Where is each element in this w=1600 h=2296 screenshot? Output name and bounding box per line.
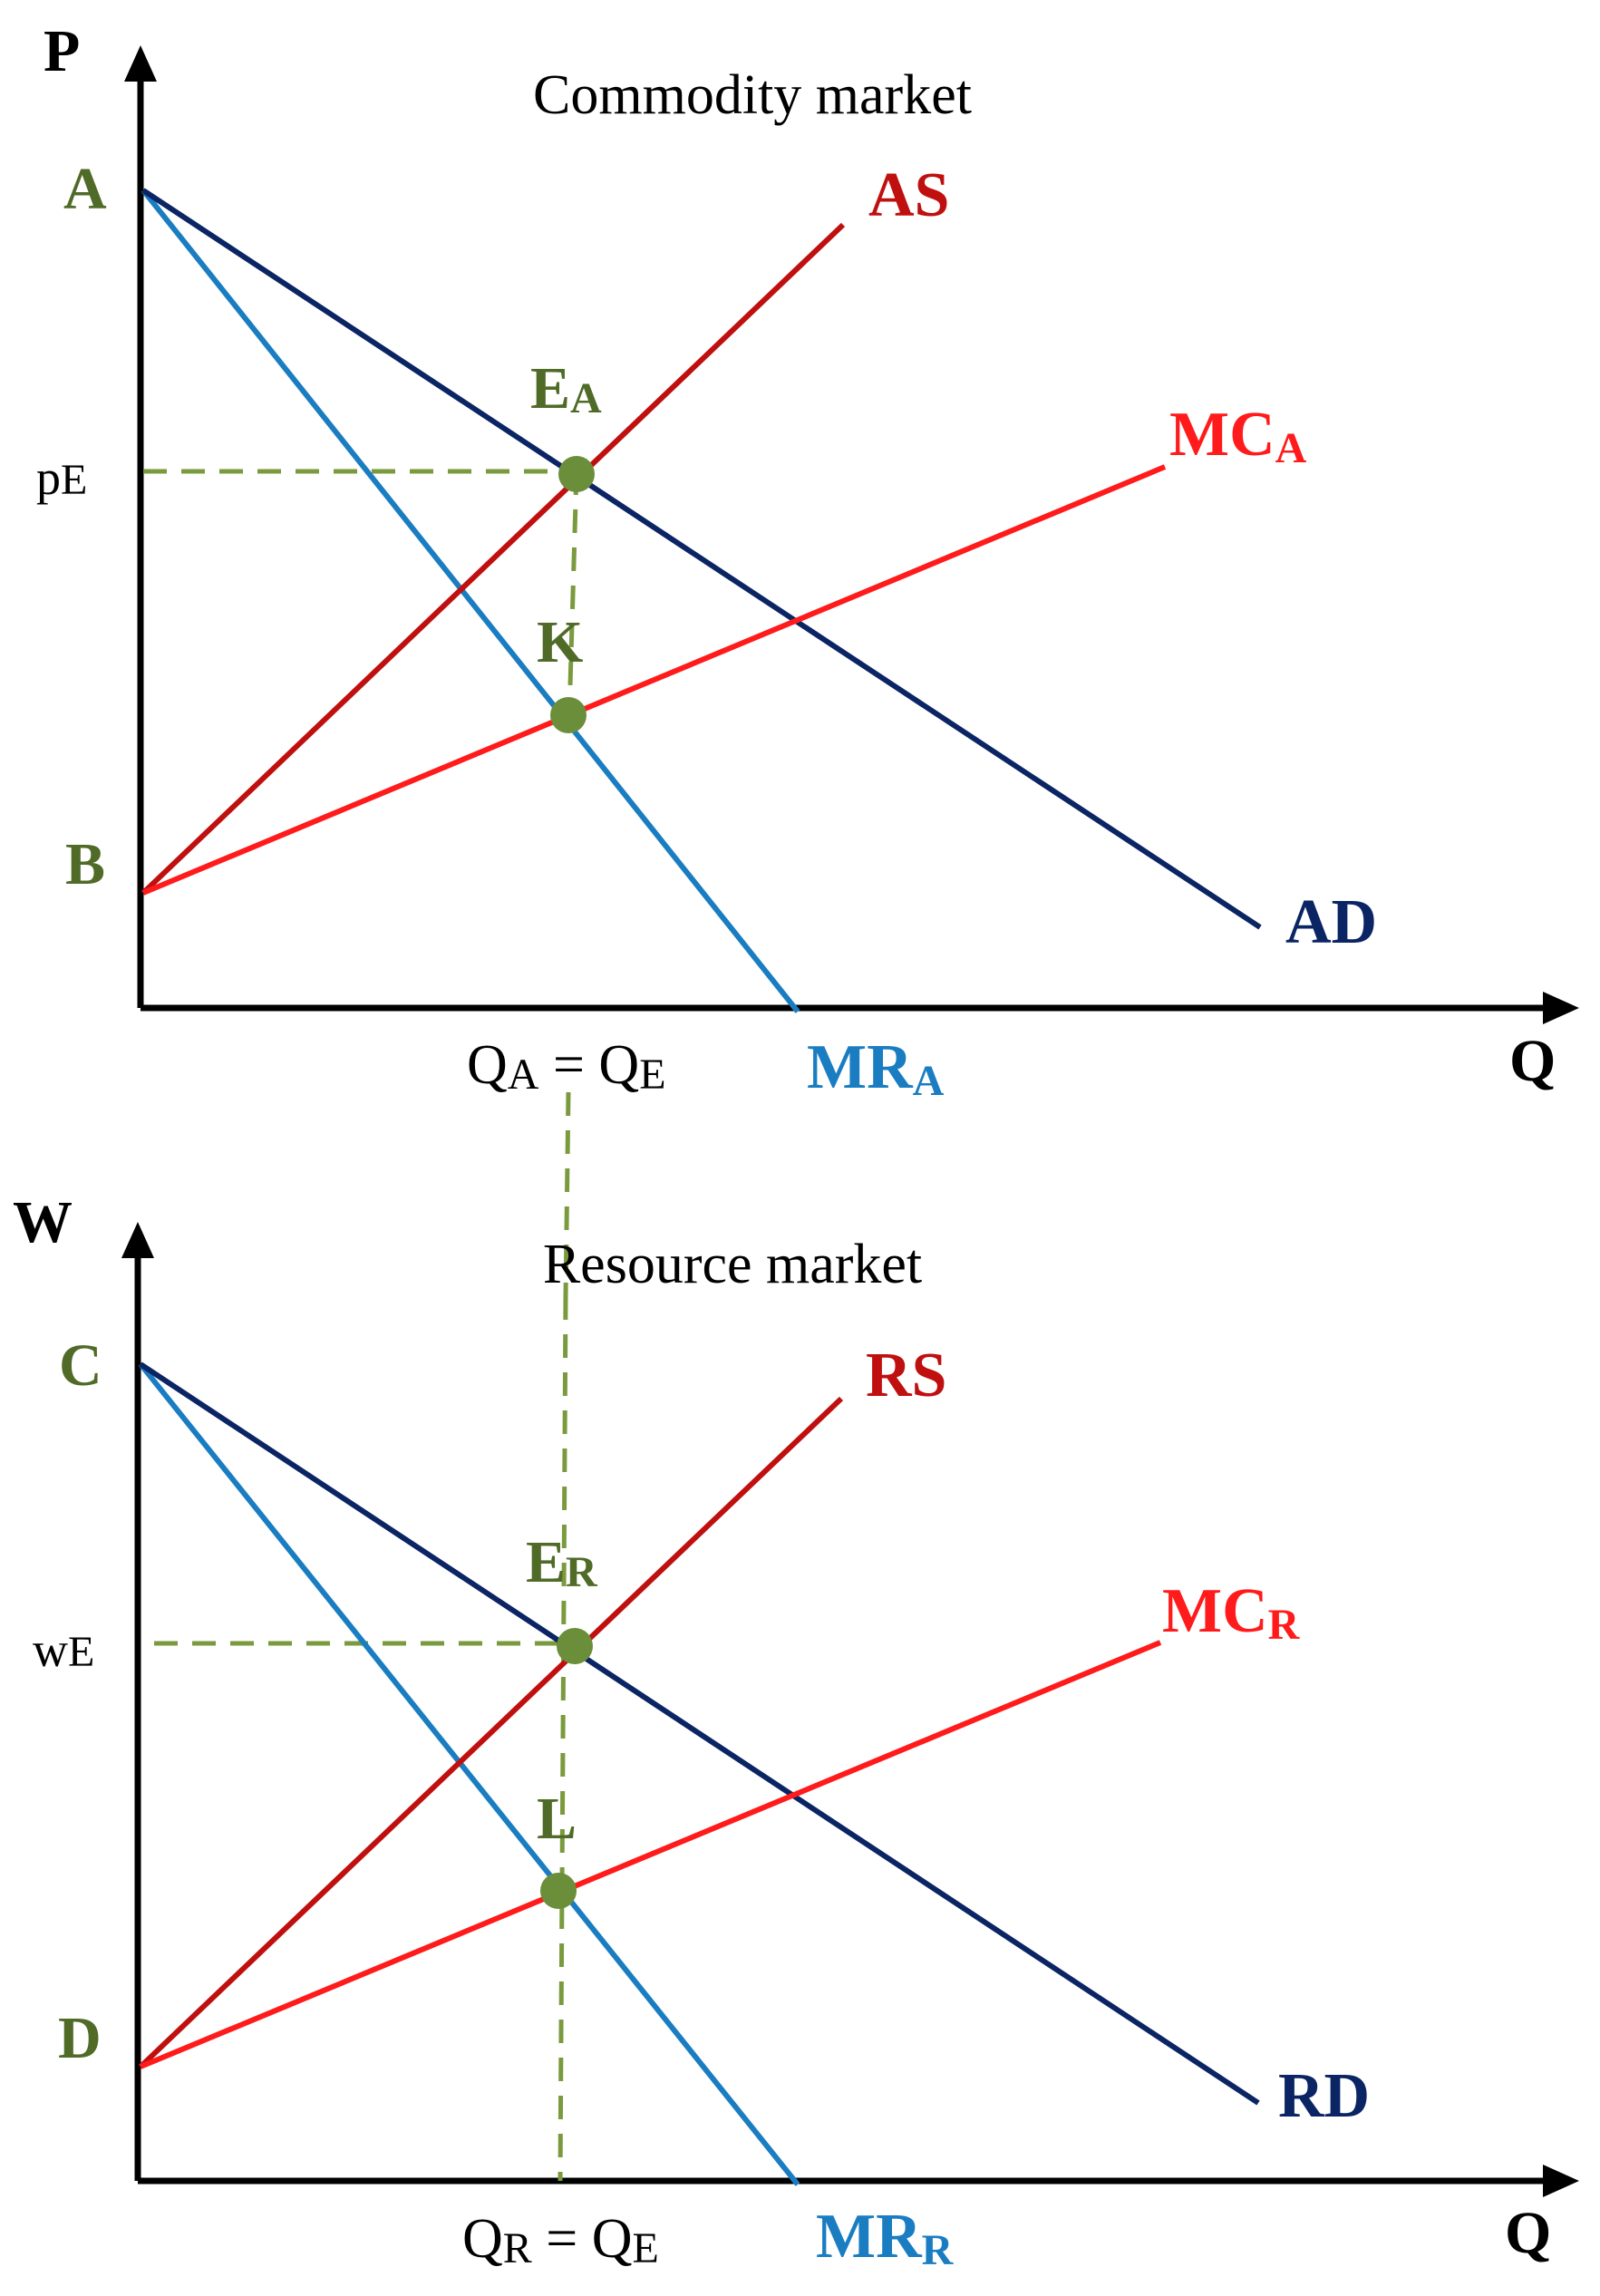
- resource-lower-point-label: L: [537, 1786, 577, 1852]
- commodity-intercept-top-label: A: [63, 156, 107, 222]
- resource-demand-label: RD: [1278, 2061, 1370, 2131]
- commodity-marginal-revenue-label: MRA: [807, 1032, 945, 1105]
- commodity-marginal-cost-curve: [141, 464, 1167, 896]
- commodity-supply-label: AS: [868, 160, 949, 230]
- cross-market-quantity-guide: [563, 1091, 571, 1297]
- resource-market-panel: Resource market W Q C D wE ER L RS RD MC…: [13, 1189, 1579, 2274]
- commodity-equilibrium-vertical-guide: [567, 470, 579, 717]
- resource-marginal-cost-curve: [139, 1640, 1162, 2069]
- commodity-lower-point: [550, 697, 587, 733]
- commodity-x-axis-label: Q: [1509, 1028, 1556, 1094]
- commodity-marginal-cost-label-sub: A: [1275, 424, 1307, 472]
- commodity-quantity-q1-sub: A: [508, 1051, 539, 1099]
- resource-quantity-label: QR = QE: [462, 2208, 659, 2272]
- commodity-lower-point-label: K: [537, 609, 583, 675]
- resource-supply-curve: [138, 1396, 844, 2069]
- commodity-demand-curve: [141, 188, 1262, 930]
- resource-wage-label-main: w: [33, 1623, 68, 1677]
- resource-x-axis-arrow-icon: [1543, 2165, 1579, 2197]
- resource-marginal-revenue-label: MRR: [816, 2202, 955, 2274]
- commodity-quantity-label: QA = QE: [467, 1034, 666, 1099]
- commodity-quantity-q2-sub: E: [639, 1051, 665, 1099]
- resource-quantity-q1: Q: [462, 2208, 503, 2270]
- resource-quantity-eq: =: [532, 2208, 592, 2270]
- commodity-market-panel: Commodity market P Q A B pE EA K AS AD M…: [36, 18, 1579, 1105]
- resource-y-axis-label: W: [13, 1189, 73, 1255]
- commodity-equilibrium-label: EA: [530, 355, 602, 422]
- resource-intercept-bottom-label: D: [58, 2005, 102, 2071]
- resource-marginal-revenue-label-sub: R: [922, 2226, 955, 2274]
- commodity-price-label-main: p: [36, 450, 61, 505]
- commodity-equilibrium-point: [558, 456, 595, 492]
- commodity-title: Commodity market: [533, 64, 972, 126]
- commodity-marginal-cost-label-main: MC: [1169, 400, 1275, 470]
- resource-quantity-q1-sub: R: [503, 2224, 532, 2272]
- resource-marginal-revenue-curve: [138, 1362, 800, 2186]
- resource-quantity-q2-sub: E: [633, 2224, 659, 2272]
- resource-equilibrium-label-sub: R: [566, 1548, 598, 1596]
- resource-equilibrium-vertical-guide: [558, 1295, 568, 2182]
- commodity-quantity-q1: Q: [467, 1034, 508, 1096]
- resource-equilibrium-label: ER: [526, 1529, 598, 1596]
- resource-marginal-cost-label-sub: R: [1268, 1601, 1301, 1649]
- resource-supply-label: RS: [866, 1341, 946, 1410]
- commodity-price-label-sub: E: [61, 456, 87, 504]
- resource-title: Resource market: [543, 1234, 922, 1295]
- commodity-supply-curve: [141, 222, 846, 896]
- resource-marginal-cost-label-main: MC: [1162, 1576, 1268, 1646]
- resource-demand-curve: [139, 1361, 1260, 2106]
- resource-equilibrium-label-main: E: [526, 1529, 566, 1595]
- resource-x-axis-label: Q: [1505, 2200, 1551, 2266]
- commodity-intercept-bottom-label: B: [65, 831, 105, 897]
- resource-equilibrium-point: [557, 1628, 593, 1664]
- commodity-marginal-revenue-label-main: MR: [807, 1032, 914, 1102]
- commodity-demand-label: AD: [1285, 887, 1377, 957]
- commodity-equilibrium-label-sub: A: [570, 374, 602, 422]
- resource-marginal-cost-label: MCR: [1162, 1576, 1301, 1649]
- commodity-marginal-revenue-curve: [141, 189, 800, 1013]
- resource-intercept-top-label: C: [59, 1332, 102, 1399]
- resource-quantity-q2: Q: [592, 2208, 633, 2270]
- commodity-y-axis-arrow-icon: [124, 45, 157, 82]
- commodity-x-axis-arrow-icon: [1543, 992, 1579, 1024]
- resource-wage-label-sub: E: [68, 1628, 94, 1676]
- commodity-quantity-eq: =: [538, 1034, 598, 1096]
- commodity-marginal-revenue-label-sub: A: [913, 1057, 945, 1105]
- commodity-y-axis-label: P: [44, 18, 80, 84]
- resource-marginal-revenue-label-main: MR: [816, 2202, 923, 2272]
- commodity-price-label: pE: [36, 450, 87, 505]
- commodity-quantity-q2: Q: [598, 1034, 639, 1096]
- resource-y-axis-arrow-icon: [121, 1222, 154, 1258]
- commodity-equilibrium-label-main: E: [530, 355, 570, 421]
- resource-lower-point: [540, 1873, 577, 1909]
- resource-wage-label: wE: [33, 1623, 94, 1677]
- commodity-marginal-cost-label: MCA: [1169, 400, 1307, 472]
